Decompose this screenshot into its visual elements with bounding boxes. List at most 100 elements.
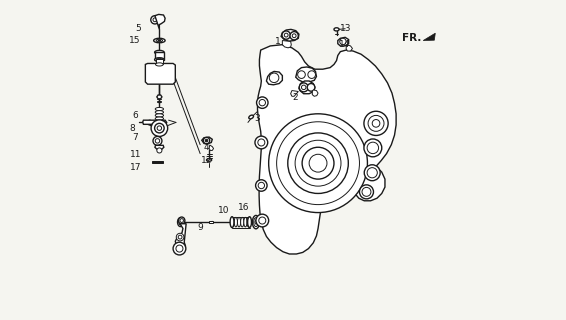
Ellipse shape — [178, 217, 185, 224]
Circle shape — [157, 148, 162, 153]
Circle shape — [307, 84, 315, 91]
Ellipse shape — [179, 220, 182, 225]
Text: 5: 5 — [135, 24, 140, 33]
Circle shape — [269, 73, 279, 83]
Polygon shape — [201, 137, 212, 144]
Circle shape — [340, 38, 346, 45]
Polygon shape — [175, 224, 186, 250]
Polygon shape — [157, 95, 162, 99]
Circle shape — [299, 83, 308, 92]
Polygon shape — [423, 33, 435, 41]
Circle shape — [359, 185, 374, 199]
Ellipse shape — [155, 108, 164, 111]
Polygon shape — [338, 37, 349, 46]
Circle shape — [178, 235, 182, 239]
Ellipse shape — [255, 220, 257, 224]
Ellipse shape — [254, 218, 258, 227]
Circle shape — [153, 18, 157, 22]
Text: 7: 7 — [132, 133, 138, 142]
Bar — [157, 59, 162, 63]
Ellipse shape — [155, 117, 164, 120]
Circle shape — [151, 16, 159, 24]
Ellipse shape — [334, 28, 339, 31]
Ellipse shape — [156, 63, 163, 66]
Ellipse shape — [180, 219, 183, 222]
Ellipse shape — [156, 39, 162, 42]
Polygon shape — [299, 81, 315, 94]
Circle shape — [157, 126, 162, 130]
Polygon shape — [145, 63, 175, 84]
Text: 2: 2 — [292, 93, 298, 102]
Text: 4: 4 — [204, 143, 209, 152]
Text: 9: 9 — [198, 223, 203, 232]
Ellipse shape — [248, 217, 251, 228]
Bar — [155, 52, 164, 60]
Circle shape — [176, 245, 183, 252]
Polygon shape — [281, 29, 299, 41]
Circle shape — [284, 33, 288, 37]
Circle shape — [364, 111, 388, 135]
Ellipse shape — [157, 61, 162, 64]
Circle shape — [365, 165, 380, 181]
Polygon shape — [258, 45, 396, 254]
Circle shape — [302, 147, 334, 179]
Text: 3: 3 — [254, 114, 260, 123]
Polygon shape — [282, 41, 291, 48]
Circle shape — [176, 233, 184, 241]
Text: 11: 11 — [130, 150, 142, 159]
Ellipse shape — [249, 115, 254, 119]
Circle shape — [364, 139, 382, 157]
Ellipse shape — [178, 218, 183, 227]
Circle shape — [153, 136, 162, 145]
Bar — [152, 161, 162, 163]
Ellipse shape — [238, 217, 241, 227]
Ellipse shape — [247, 217, 250, 227]
Polygon shape — [209, 145, 213, 150]
Circle shape — [255, 136, 268, 149]
Ellipse shape — [158, 40, 161, 41]
Circle shape — [282, 31, 290, 39]
Ellipse shape — [230, 217, 234, 228]
Circle shape — [155, 139, 160, 143]
Ellipse shape — [155, 58, 164, 61]
Circle shape — [290, 32, 298, 40]
Circle shape — [256, 97, 268, 108]
Text: 10: 10 — [218, 206, 230, 215]
Ellipse shape — [252, 215, 259, 229]
Circle shape — [302, 85, 306, 90]
Ellipse shape — [231, 217, 234, 227]
Text: 8: 8 — [129, 124, 135, 133]
Text: 12: 12 — [201, 156, 212, 165]
Polygon shape — [312, 90, 318, 96]
Text: 13: 13 — [340, 24, 352, 33]
Ellipse shape — [244, 217, 247, 227]
Bar — [209, 221, 213, 223]
Circle shape — [155, 123, 164, 133]
Circle shape — [205, 139, 208, 142]
Circle shape — [151, 120, 168, 136]
Circle shape — [256, 180, 267, 191]
Ellipse shape — [157, 58, 162, 61]
Text: FR.: FR. — [402, 33, 421, 43]
Ellipse shape — [155, 114, 164, 117]
Polygon shape — [267, 71, 282, 85]
Text: 14: 14 — [338, 40, 350, 49]
Circle shape — [203, 137, 210, 144]
Bar — [156, 59, 163, 64]
Circle shape — [308, 71, 315, 78]
Polygon shape — [155, 145, 164, 149]
Text: 1: 1 — [275, 37, 281, 46]
Polygon shape — [291, 91, 298, 96]
Ellipse shape — [234, 217, 238, 227]
Ellipse shape — [153, 38, 165, 43]
Circle shape — [292, 34, 296, 38]
Text: 15: 15 — [130, 36, 141, 45]
Ellipse shape — [155, 111, 164, 114]
Circle shape — [298, 71, 305, 78]
Text: 17: 17 — [130, 164, 142, 172]
Ellipse shape — [207, 159, 212, 161]
Circle shape — [288, 133, 348, 194]
Polygon shape — [346, 45, 353, 51]
Circle shape — [269, 114, 367, 212]
Polygon shape — [155, 14, 165, 29]
